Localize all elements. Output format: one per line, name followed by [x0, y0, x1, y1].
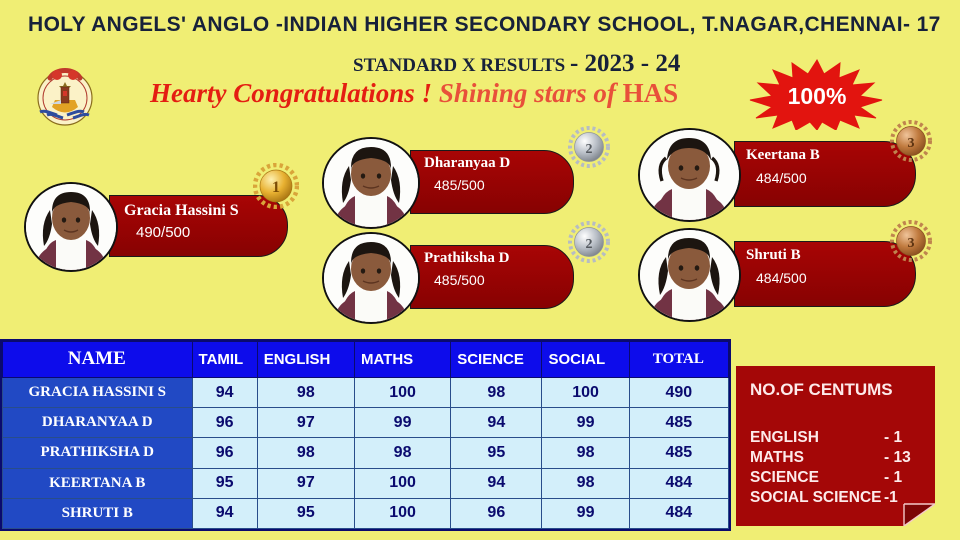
- svg-text:1: 1: [272, 179, 280, 196]
- svg-text:2: 2: [586, 237, 593, 252]
- svg-text:2: 2: [586, 142, 593, 157]
- svg-text:3: 3: [908, 236, 915, 251]
- svg-text:100%: 100%: [788, 83, 847, 109]
- svg-text:3: 3: [908, 136, 915, 151]
